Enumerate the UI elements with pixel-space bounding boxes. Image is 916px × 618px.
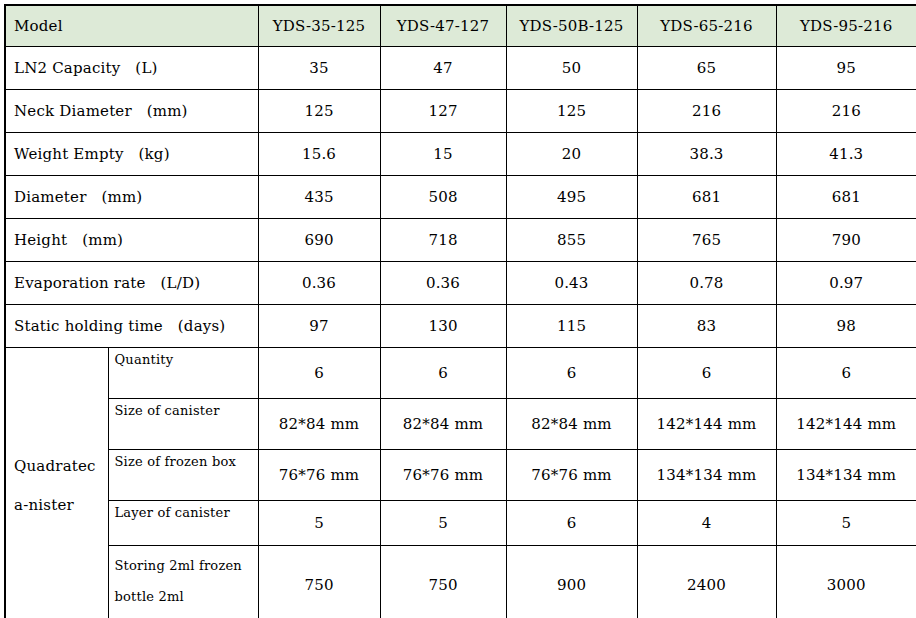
- sub-label-cell: Size of canister: [108, 399, 258, 450]
- spec-label-cell: Diameter (mm): [5, 176, 258, 219]
- spec-value-cell: 83: [637, 305, 776, 348]
- spec-value-cell: 750: [258, 546, 380, 618]
- sub-label-cell: Quantity: [108, 348, 258, 399]
- spec-value-cell: 134*134 mm: [637, 450, 776, 501]
- table-row-frozen-box-size: Size of frozen box 76*76 mm 76*76 mm 76*…: [5, 450, 916, 501]
- model-name-cell: YDS-65-216: [637, 5, 776, 47]
- spec-value-cell: 6: [637, 348, 776, 399]
- spec-value-cell: 855: [506, 219, 637, 262]
- spec-value-cell: 76*76 mm: [380, 450, 506, 501]
- page-container: Model YDS-35-125 YDS-47-127 YDS-50B-125 …: [0, 0, 916, 618]
- spec-value-cell: 718: [380, 219, 506, 262]
- table-row-height: Height (mm) 690 718 855 765 790: [5, 219, 916, 262]
- spec-value-cell: 900: [506, 546, 637, 618]
- spec-value-cell: 6: [506, 348, 637, 399]
- spec-value-cell: 125: [506, 90, 637, 133]
- spec-value-cell: 127: [380, 90, 506, 133]
- table-row-neck-diameter: Neck Diameter (mm) 125 127 125 216 216: [5, 90, 916, 133]
- spec-value-cell: 76*76 mm: [506, 450, 637, 501]
- spec-value-cell: 130: [380, 305, 506, 348]
- spec-value-cell: 5: [258, 501, 380, 546]
- spec-value-cell: 142*144 mm: [776, 399, 916, 450]
- spec-value-cell: 5: [380, 501, 506, 546]
- spec-value-cell: 50: [506, 47, 637, 90]
- spec-label-cell: Weight Empty (kg): [5, 133, 258, 176]
- table-row-diameter: Diameter (mm) 435 508 495 681 681: [5, 176, 916, 219]
- spec-value-cell: 495: [506, 176, 637, 219]
- spec-label-cell: Static holding time (days): [5, 305, 258, 348]
- table-row-canister-size: Size of canister 82*84 mm 82*84 mm 82*84…: [5, 399, 916, 450]
- spec-value-cell: 6: [380, 348, 506, 399]
- table-row-evaporation-rate: Evaporation rate (L/D) 0.36 0.36 0.43 0.…: [5, 262, 916, 305]
- spec-value-cell: 82*84 mm: [258, 399, 380, 450]
- spec-value-cell: 15: [380, 133, 506, 176]
- spec-value-cell: 98: [776, 305, 916, 348]
- spec-label-cell: LN2 Capacity (L): [5, 47, 258, 90]
- table-row-storing-capacity: Storing 2ml frozen bottle 2ml 750 750 90…: [5, 546, 916, 618]
- table-row-canister-quantity: Quadratec a-nister Quantity 6 6 6 6 6: [5, 348, 916, 399]
- table-header-row: Model YDS-35-125 YDS-47-127 YDS-50B-125 …: [5, 5, 916, 47]
- spec-value-cell: 5: [776, 501, 916, 546]
- spec-value-cell: 20: [506, 133, 637, 176]
- spec-value-cell: 681: [637, 176, 776, 219]
- spec-value-cell: 142*144 mm: [637, 399, 776, 450]
- model-name-cell: YDS-47-127: [380, 5, 506, 47]
- spec-value-cell: 690: [258, 219, 380, 262]
- spec-value-cell: 4: [637, 501, 776, 546]
- spec-value-cell: 790: [776, 219, 916, 262]
- spec-value-cell: 216: [637, 90, 776, 133]
- sub-label-cell: Size of frozen box: [108, 450, 258, 501]
- model-name-cell: YDS-95-216: [776, 5, 916, 47]
- model-name-cell: YDS-50B-125: [506, 5, 637, 47]
- spec-value-cell: 3000: [776, 546, 916, 618]
- spec-value-cell: 2400: [637, 546, 776, 618]
- spec-value-cell: 47: [380, 47, 506, 90]
- spec-value-cell: 508: [380, 176, 506, 219]
- spec-value-cell: 681: [776, 176, 916, 219]
- spec-value-cell: 0.78: [637, 262, 776, 305]
- spec-value-cell: 0.36: [258, 262, 380, 305]
- spec-value-cell: 95: [776, 47, 916, 90]
- spec-value-cell: 76*76 mm: [258, 450, 380, 501]
- table-row-weight-empty: Weight Empty (kg) 15.6 15 20 38.3 41.3: [5, 133, 916, 176]
- spec-value-cell: 765: [637, 219, 776, 262]
- model-name-cell: YDS-35-125: [258, 5, 380, 47]
- spec-value-cell: 82*84 mm: [506, 399, 637, 450]
- spec-value-cell: 216: [776, 90, 916, 133]
- spec-value-cell: 97: [258, 305, 380, 348]
- spec-value-cell: 65: [637, 47, 776, 90]
- spec-value-cell: 41.3: [776, 133, 916, 176]
- table-row-ln2-capacity: LN2 Capacity (L) 35 47 50 65 95: [5, 47, 916, 90]
- spec-value-cell: 6: [506, 501, 637, 546]
- spec-label-cell: Neck Diameter (mm): [5, 90, 258, 133]
- spec-value-cell: 435: [258, 176, 380, 219]
- sub-label-cell: Layer of canister: [108, 501, 258, 546]
- spec-value-cell: 15.6: [258, 133, 380, 176]
- model-header-cell: Model: [5, 5, 258, 47]
- spec-value-cell: 6: [258, 348, 380, 399]
- spec-label-cell: Height (mm): [5, 219, 258, 262]
- spec-value-cell: 134*134 mm: [776, 450, 916, 501]
- spec-value-cell: 35: [258, 47, 380, 90]
- spec-label-cell: Evaporation rate (L/D): [5, 262, 258, 305]
- group-label-cell: Quadratec a-nister: [5, 348, 108, 618]
- spec-value-cell: 82*84 mm: [380, 399, 506, 450]
- product-spec-table: Model YDS-35-125 YDS-47-127 YDS-50B-125 …: [4, 4, 916, 618]
- spec-value-cell: 125: [258, 90, 380, 133]
- spec-value-cell: 0.36: [380, 262, 506, 305]
- spec-value-cell: 6: [776, 348, 916, 399]
- table-row-static-holding-time: Static holding time (days) 97 130 115 83…: [5, 305, 916, 348]
- sub-label-cell: Storing 2ml frozen bottle 2ml: [108, 546, 258, 618]
- spec-value-cell: 0.97: [776, 262, 916, 305]
- spec-value-cell: 0.43: [506, 262, 637, 305]
- spec-value-cell: 750: [380, 546, 506, 618]
- table-row-canister-layer: Layer of canister 5 5 6 4 5: [5, 501, 916, 546]
- spec-value-cell: 38.3: [637, 133, 776, 176]
- spec-value-cell: 115: [506, 305, 637, 348]
